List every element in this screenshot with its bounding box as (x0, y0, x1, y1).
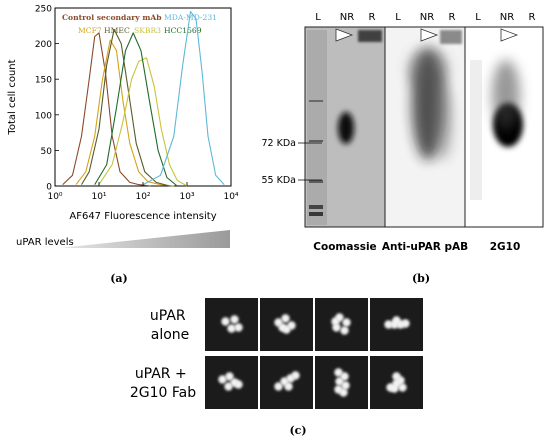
blot-2g10 (464, 26, 544, 228)
western-blot-panel: L NR R L NR R L NR R Coomassie Anti-uPAR pAB 2G10 … (262, 12, 544, 285)
panel-c-label: (c) (289, 424, 306, 437)
histogram-legend: Control secondary mAb MDA-MD-231 MCF7 HM… (62, 13, 217, 35)
histogram-series-1 (75, 39, 174, 187)
lane-label-0-1: NR (340, 12, 354, 23)
well-arrow-coomassie (335, 28, 354, 42)
lane-label-2-1: NR (500, 12, 514, 23)
marker-72kda: 72 KDa (262, 138, 296, 149)
flow-cytometry-panel: Control secondary mAb MDA-MD-231 MCF7 HM… (7, 5, 239, 286)
em-tile-0-1 (260, 298, 313, 351)
x-axis-label: AF647 Fluorescence intensity (69, 211, 216, 222)
y-tick-label-4: 200 (35, 40, 52, 50)
histogram-series-0 (62, 32, 151, 187)
x-tick-label-1: 10¹ (91, 192, 106, 202)
em-tile-0-2 (315, 298, 368, 351)
x-axis-ticks: 10⁰ 10¹ 10² 10³ 10⁴ (47, 182, 239, 202)
histogram-series (62, 11, 225, 187)
histogram-series-5 (142, 11, 225, 186)
marker-55kda: 55 KDa (262, 175, 296, 186)
ladder-bands-coomassie (309, 100, 323, 216)
lane-labels: L NR R L NR R L NR R (315, 12, 535, 23)
em-tile-1-1 (260, 356, 313, 409)
histogram-series-4 (94, 32, 178, 187)
well-arrow-anti-upar (420, 28, 439, 42)
y-tick-label-2: 100 (35, 111, 52, 121)
upar-levels-label: uPAR levels (16, 237, 74, 248)
lane-label-1-2: R (449, 12, 456, 23)
well-arrow-2g10 (500, 28, 519, 42)
em-tile-1-2 (315, 356, 368, 409)
y-axis-ticks: 0 50 100 150 200 250 (35, 5, 59, 193)
x-tick-label-4: 10⁴ (223, 192, 238, 202)
blot-anti-upar (384, 26, 466, 228)
lane-label-1-0: L (395, 12, 401, 23)
row-label-upar-alone: uPAR alone (150, 308, 190, 343)
lane-label-2-0: L (475, 12, 481, 23)
legend-control: Control secondary mAb (62, 13, 162, 22)
blot-title-2: 2G10 (490, 241, 521, 253)
histogram-series-2 (81, 28, 170, 187)
x-tick-label-3: 10³ (179, 192, 194, 202)
em-tile-1-3 (370, 356, 423, 409)
lane-label-1-1: NR (420, 12, 434, 23)
em-tile-0-0 (205, 298, 258, 351)
panel-b-label: (b) (412, 272, 430, 285)
blot-title-1: Anti-uPAR pAB (382, 241, 468, 253)
y-tick-label-3: 150 (35, 76, 52, 86)
upar-band-coomassie (338, 112, 354, 144)
upar-level-wedge (60, 230, 230, 248)
lane-label-0-2: R (369, 12, 376, 23)
x-tick-label-0: 10⁰ (47, 192, 62, 202)
legend-hmec: HMEC (104, 26, 130, 35)
y-tick-label-0: 0 (46, 183, 52, 193)
legend-mcf7: MCF7 (78, 26, 102, 35)
y-tick-label-5: 250 (35, 5, 52, 15)
blot-titles: Coomassie Anti-uPAR pAB 2G10 (313, 241, 520, 253)
histogram-series-3 (98, 57, 188, 187)
histogram-plot-frame (54, 7, 232, 187)
blot-title-0: Coomassie (313, 241, 376, 253)
legend-mda: MDA-MD-231 (164, 13, 217, 22)
legend-hcc1569: HCC1569 (164, 26, 202, 35)
x-tick-label-2: 10² (135, 192, 150, 202)
lane-label-0-0: L (315, 12, 321, 23)
em-tiles (205, 298, 423, 409)
lane-label-2-2: R (529, 12, 536, 23)
em-tile-0-3 (370, 298, 423, 351)
y-tick-label-1: 50 (41, 147, 53, 157)
legend-skbr3: SKBR3 (134, 26, 161, 35)
y-axis-label: Total cell count (7, 59, 18, 135)
row-label-upar-2g10: uPAR + 2G10 Fab (130, 366, 196, 401)
em-tile-1-0 (205, 356, 258, 409)
blot-coomassie (304, 26, 386, 228)
em-class-averages-panel: uPAR alone uPAR + 2G10 Fab (c) (130, 298, 423, 437)
panel-a-label: (a) (110, 272, 128, 285)
